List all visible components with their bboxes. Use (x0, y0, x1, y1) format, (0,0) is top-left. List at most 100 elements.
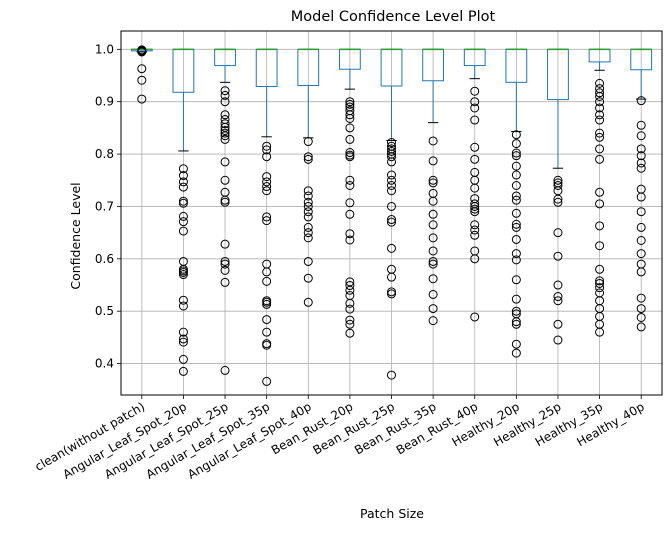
outlier-point (345, 285, 355, 295)
outlier-point (470, 201, 480, 211)
y-tick-label: 0.5 (95, 304, 114, 318)
outlier-point (636, 267, 646, 277)
outlier-point (428, 316, 438, 326)
outlier-point (428, 220, 438, 230)
outlier-point (428, 136, 438, 146)
outlier-point (178, 354, 188, 364)
outlier-point (470, 220, 480, 230)
outlier-point (178, 337, 188, 347)
box-group (588, 48, 611, 337)
outlier-point (553, 197, 563, 207)
outlier-point (470, 204, 480, 214)
outlier-point (220, 259, 230, 269)
outlier-point (387, 201, 396, 211)
outlier-point (345, 198, 355, 208)
outlier-point (303, 197, 313, 207)
outlier-point (428, 178, 438, 188)
outlier-point (262, 276, 272, 286)
outlier-point (303, 297, 313, 307)
outlier-point (511, 161, 521, 171)
outlier-point (470, 183, 480, 193)
outlier-point (345, 319, 355, 329)
outlier-point (553, 296, 563, 306)
outlier-point (553, 280, 563, 290)
box-group (422, 48, 445, 326)
outlier-point (220, 90, 230, 100)
outlier-point (553, 194, 563, 204)
outlier-point (345, 304, 355, 314)
outlier-point (220, 119, 230, 129)
outlier-point (428, 304, 438, 314)
outlier-point (345, 315, 355, 325)
outlier-point (137, 47, 147, 57)
outlier-point (178, 177, 188, 187)
outlier-point (178, 267, 188, 277)
outlier-point (470, 230, 480, 240)
outlier-point (178, 334, 188, 344)
outlier-point (303, 273, 313, 283)
outlier-point (303, 228, 313, 238)
outlier-point (178, 295, 188, 305)
outlier-point (345, 152, 355, 162)
outlier-point (636, 192, 646, 202)
outlier-point (303, 222, 313, 232)
outlier-point (636, 120, 646, 130)
outlier-point (511, 319, 521, 329)
outlier-point (220, 86, 230, 96)
outlier-point (345, 99, 355, 109)
outlier-point (470, 207, 480, 217)
box-group (463, 48, 486, 322)
outlier-point (220, 97, 230, 107)
outlier-point (595, 144, 605, 154)
box-group (338, 48, 361, 338)
chart-title: Model Confidence Level Plot (291, 9, 496, 25)
outlier-point (387, 370, 396, 380)
outlier-point (387, 175, 396, 185)
box-series (130, 45, 653, 386)
outlier-point (262, 315, 272, 325)
outlier-point (595, 241, 605, 251)
box-group (255, 48, 278, 386)
outlier-point (220, 175, 230, 185)
outlier-point (595, 199, 605, 209)
outlier-point (345, 97, 355, 107)
y-tick-label: 0.6 (95, 252, 114, 266)
outlier-point (595, 278, 605, 288)
outlier-point (636, 293, 646, 303)
outlier-point (511, 139, 521, 149)
outlier-point (220, 277, 230, 287)
outlier-point (636, 131, 646, 141)
box-group (214, 48, 236, 375)
outlier-point (595, 154, 605, 164)
outlier-point (220, 157, 230, 167)
outlier-point (303, 186, 313, 196)
outlier-point (511, 348, 521, 358)
y-tick-label: 0.9 (95, 95, 114, 109)
outlier-point (178, 270, 188, 280)
outlier-point (511, 170, 521, 180)
x-axis-label: Patch Size (360, 506, 424, 521)
outlier-point (470, 86, 480, 96)
outlier-point (345, 148, 355, 158)
outlier-point (178, 211, 188, 221)
y-tick-label: 0.7 (95, 199, 114, 213)
outlier-point (595, 187, 605, 197)
outlier-point (137, 94, 147, 104)
box-group (172, 48, 195, 376)
outlier-point (470, 312, 480, 322)
outlier-point (511, 306, 521, 316)
outlier-point (595, 78, 605, 88)
outlier-point (178, 196, 188, 206)
outlier-point (387, 186, 396, 196)
y-tick-label: 1.0 (95, 42, 114, 56)
outlier-point (262, 141, 272, 151)
outlier-point (428, 156, 438, 166)
outlier-point (137, 64, 147, 74)
outlier-point (178, 198, 188, 208)
outlier-point (303, 191, 313, 201)
outlier-point (303, 154, 313, 164)
outlier-point (220, 131, 230, 141)
outlier-point (428, 175, 438, 185)
outlier-point (636, 235, 646, 245)
outlier-point (345, 229, 355, 239)
